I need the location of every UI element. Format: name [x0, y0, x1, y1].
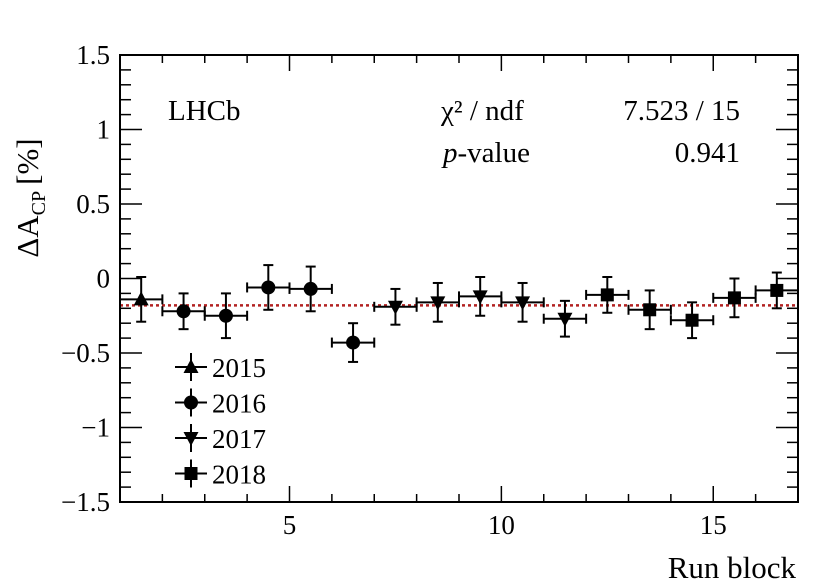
data-point: [161, 292, 206, 331]
data-point: [203, 292, 249, 340]
legend-label: 2016: [212, 389, 266, 419]
y-axis-label-unit: [%]: [10, 138, 45, 184]
triangle-up-marker: [133, 291, 149, 306]
y-axis-label-main: ΔA: [10, 215, 45, 258]
triangle-down-marker: [472, 290, 488, 305]
legend-triangle-down-marker: [183, 432, 199, 446]
data-point: [288, 265, 333, 313]
legend-square-marker: [184, 467, 198, 480]
x-axis-label: Run block: [668, 550, 797, 585]
triangle-down-marker: [515, 296, 531, 311]
legend-entry-2017: 2017: [175, 424, 266, 454]
series-2018: [585, 271, 799, 340]
pvalue-label-rest: -value: [458, 137, 530, 169]
y-tick-label: 0.5: [76, 189, 110, 219]
legend-circle-marker: [184, 395, 198, 410]
series-2017: [373, 276, 588, 338]
data-point: [330, 322, 376, 363]
square-marker: [770, 283, 784, 297]
circle-marker: [176, 304, 191, 319]
square-marker: [600, 288, 614, 302]
pvalue-label: p-value: [441, 137, 530, 169]
circle-marker: [303, 281, 318, 296]
chi2-label: χ² / ndf: [440, 95, 524, 127]
legend: 2015 2016 2017 2018: [175, 353, 266, 490]
y-tick-label: −1: [81, 413, 110, 443]
data-points: [119, 264, 799, 363]
data-point: [669, 301, 715, 340]
legend-entry-2016: 2016: [175, 388, 266, 419]
x-tick-label: 5: [283, 510, 297, 540]
y-tick-label: 0: [97, 264, 111, 294]
y-tick-label: 1.5: [76, 40, 110, 70]
circle-marker: [346, 335, 361, 350]
y-axis-label-sub: CP: [28, 191, 50, 215]
square-marker: [727, 291, 741, 305]
legend-label: 2015: [212, 353, 266, 383]
square-marker: [685, 313, 699, 327]
data-point: [246, 264, 291, 311]
series-2015: [119, 276, 164, 323]
circle-marker: [261, 280, 276, 295]
legend-entry-2018: 2018: [175, 459, 266, 490]
triangle-down-marker: [387, 300, 403, 315]
data-point: [415, 281, 460, 323]
legend-label: 2017: [212, 424, 266, 454]
data-point: [712, 277, 757, 319]
chi2-value: 7.523 / 15: [623, 95, 740, 127]
triangle-down-marker: [557, 312, 573, 327]
square-marker: [643, 303, 657, 317]
tick-labels: 5 10 15 1.5 1 0.5 0 −0.5 −1 −1.5: [61, 40, 727, 540]
plot-frame: [119, 54, 799, 503]
y-tick-label: −1.5: [61, 487, 110, 517]
pvalue-value: 0.941: [675, 137, 740, 169]
data-point: [585, 276, 630, 314]
data-point: [542, 299, 588, 338]
data-point: [458, 276, 503, 317]
y-tick-label: 1: [97, 115, 111, 145]
series-2016: [161, 264, 376, 363]
legend-triangle-up-marker: [183, 359, 199, 373]
experiment-label: LHCb: [168, 95, 241, 127]
data-point: [754, 271, 799, 310]
data-point: [119, 276, 164, 323]
data-point: [627, 289, 672, 331]
legend-entry-2015: 2015: [175, 353, 266, 383]
x-tick-label: 10: [488, 510, 515, 540]
triangle-down-marker: [430, 296, 446, 311]
y-axis-label: ΔACP [%]: [10, 138, 50, 257]
data-point: [500, 281, 545, 323]
circle-marker: [218, 308, 233, 323]
data-point: [373, 287, 418, 326]
pvalue-label-italic: p: [441, 137, 458, 169]
y-tick-label: −0.5: [61, 338, 110, 368]
legend-label: 2018: [212, 460, 266, 490]
x-tick-label: 15: [700, 510, 727, 540]
